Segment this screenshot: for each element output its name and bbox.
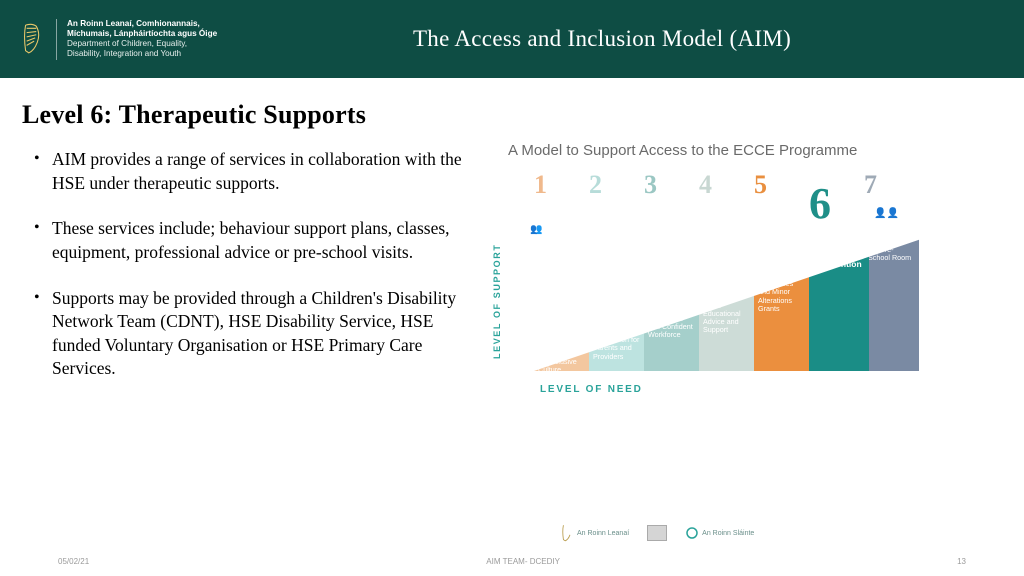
footer-date: 05/02/21 <box>58 557 89 566</box>
level-numbers: 1234567 <box>534 170 919 221</box>
x-axis-label: LEVEL OF NEED <box>540 384 643 395</box>
triangle-bars: An Inclusive CultureInformation for Pare… <box>534 221 974 371</box>
bullet-item: AIM provides a range of services in coll… <box>34 148 482 195</box>
logo-doh: An Roinn Sláinte <box>685 526 754 540</box>
level-number-7: 7 <box>864 170 919 221</box>
level-bar-3: A Qualified and Confident Workforce <box>644 221 699 371</box>
level-bar-7: Additional Assistance in the Pre-School … <box>864 221 919 371</box>
level-bar-6: Therapeutic Intervention <box>809 221 869 371</box>
page-heading: Level 6: Therapeutic Supports <box>22 100 482 130</box>
level-bar-4: Expert Early Years Educational Advice an… <box>699 221 754 371</box>
bullet-item: Supports may be provided through a Child… <box>34 287 482 382</box>
model-title: A Model to Support Access to the ECCE Pr… <box>502 142 994 159</box>
slide-footer: 05/02/21 AIM TEAM- DCEDIY 13 <box>0 557 1024 566</box>
slide-title: The Access and Inclusion Model (AIM) <box>240 26 1024 52</box>
dept-logo: An Roinn Leanaí, Comhionannais, Míchumai… <box>0 19 240 60</box>
partner-logos: An Roinn Leanaí An Roinn Sláinte <box>560 524 754 542</box>
header-bar: An Roinn Leanaí, Comhionannais, Míchumai… <box>0 0 1024 78</box>
logo-dcya: An Roinn Leanaí <box>560 524 629 542</box>
dept-text: An Roinn Leanaí, Comhionannais, Míchumai… <box>56 19 217 60</box>
people-icon: 👥 <box>530 224 542 235</box>
level-number-5: 5 <box>754 170 809 221</box>
level-bar-2: Information for Parents and Providers <box>589 221 644 371</box>
level-number-6: 6 <box>809 178 864 229</box>
level-number-2: 2 <box>589 170 644 221</box>
level-number-4: 4 <box>699 170 754 221</box>
level-number-3: 3 <box>644 170 699 221</box>
level-bar-1: An Inclusive Culture <box>534 221 589 371</box>
bullet-item: These services include; behaviour suppor… <box>34 217 482 264</box>
footer-center: AIM TEAM- DCEDIY <box>486 557 560 566</box>
y-axis-label: LEVEL OF SUPPORT <box>492 244 502 359</box>
harp-icon <box>18 20 46 58</box>
aim-levels-diagram: LEVEL OF SUPPORT 👥 👤👤 1234567 An Inclusi… <box>512 189 982 389</box>
logo-pobal <box>647 525 667 541</box>
level-bar-5: Equipment, Appliances and Minor Alterati… <box>754 221 809 371</box>
level-number-1: 1 <box>534 170 589 221</box>
bullet-list: AIM provides a range of services in coll… <box>22 148 482 381</box>
footer-page: 13 <box>957 557 966 566</box>
